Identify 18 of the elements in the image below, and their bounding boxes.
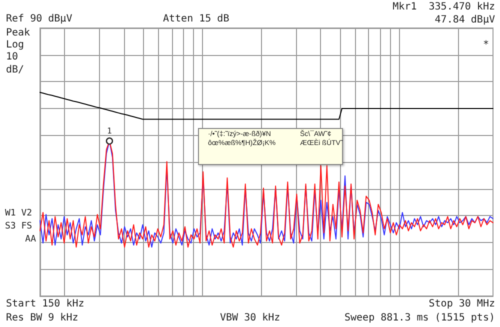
text: Mkr1 335.470 kHz bbox=[392, 2, 495, 12]
text: Start 150 kHz bbox=[6, 298, 84, 310]
text: Atten 15 dB bbox=[163, 14, 230, 24]
text: Stop 30 MHz bbox=[428, 298, 495, 310]
text: Ref 90 dBµV bbox=[6, 14, 72, 24]
text: Peak bbox=[6, 28, 30, 38]
text: 47.84 dBµV bbox=[434, 14, 495, 26]
text: S3 FS bbox=[5, 222, 32, 232]
text: Log bbox=[6, 40, 24, 50]
text: * bbox=[483, 40, 490, 50]
annotation: 1 bbox=[107, 126, 112, 136]
text: VBW 30 kHz bbox=[220, 312, 280, 324]
text: 10 bbox=[6, 52, 18, 62]
text: AA bbox=[25, 234, 37, 244]
text: W1 V2 bbox=[5, 208, 32, 218]
text: dB/ bbox=[6, 64, 24, 76]
text: Sweep 881.3 ms (1515 pts) bbox=[344, 312, 495, 324]
text: Res BW 9 kHz bbox=[6, 312, 78, 324]
